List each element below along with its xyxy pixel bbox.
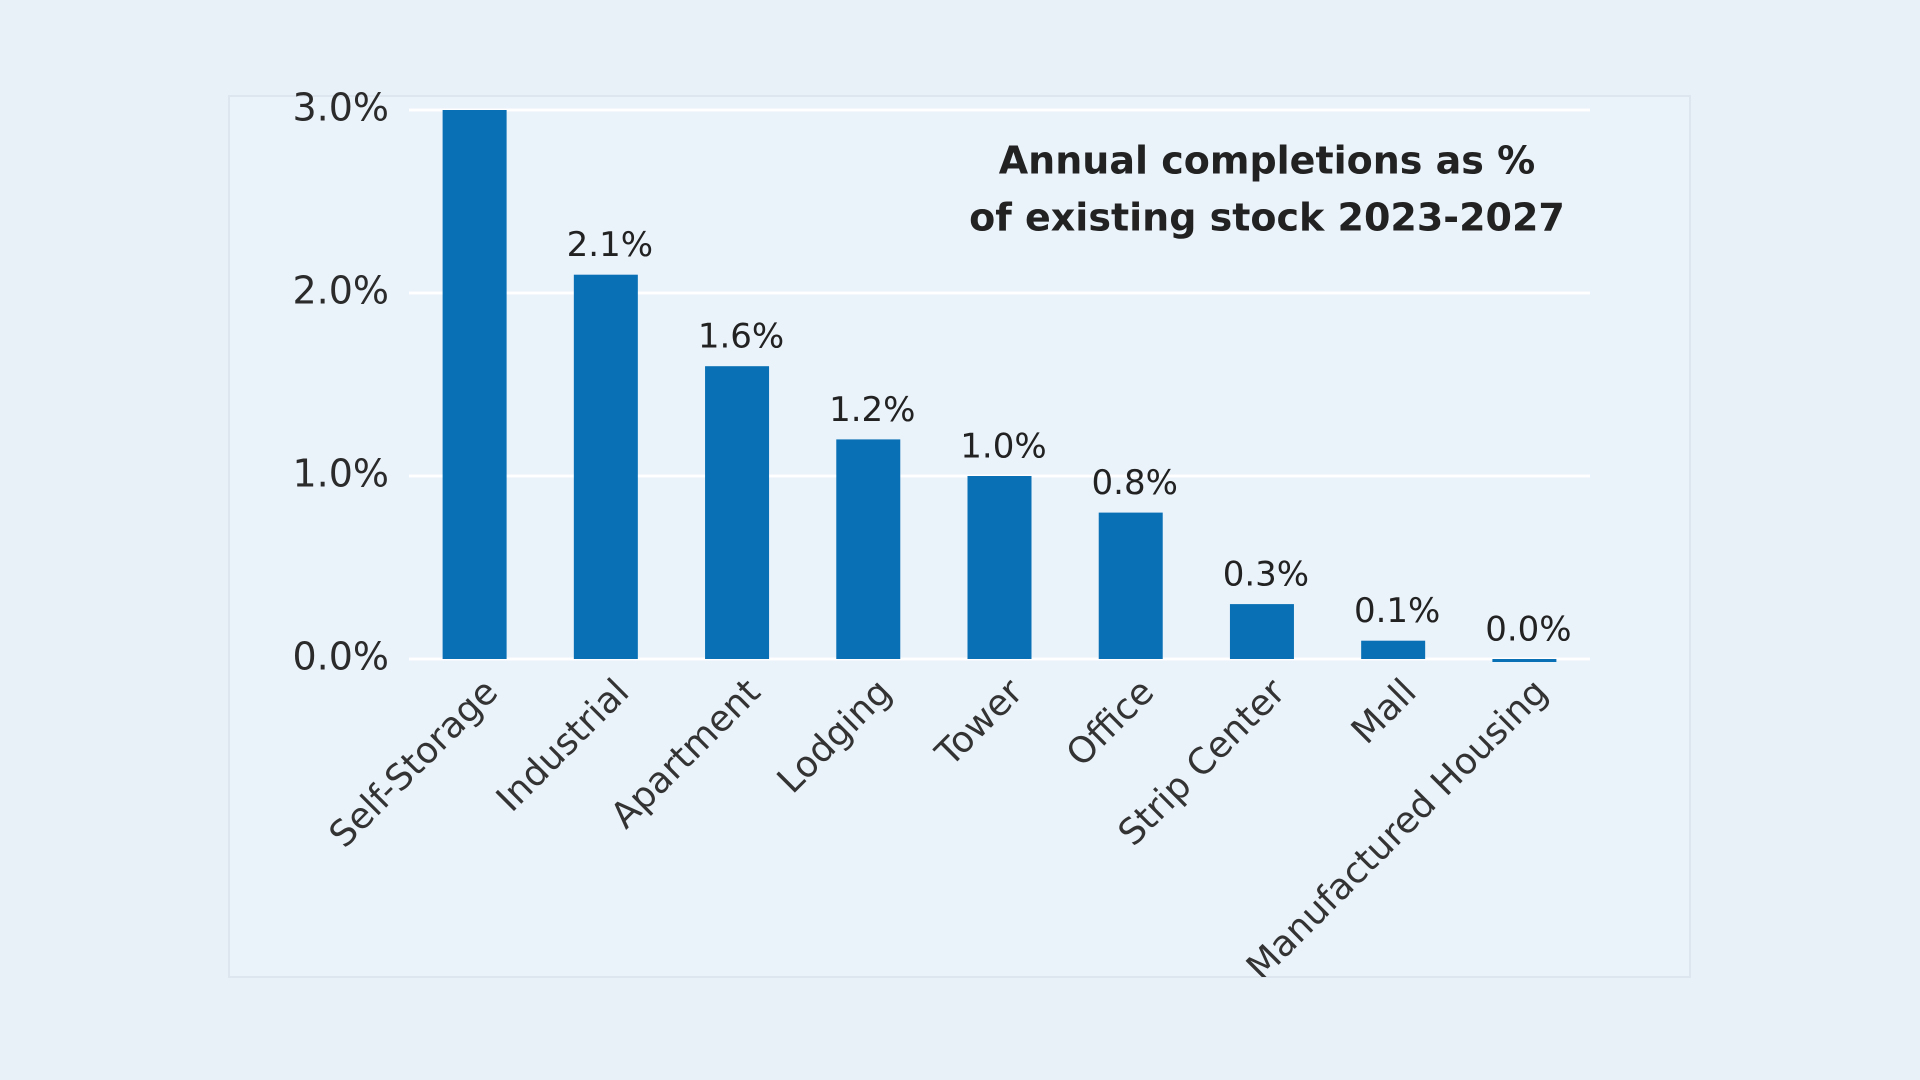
data-label: 0.0% [1485, 610, 1571, 650]
bar [1098, 512, 1163, 659]
y-tick-label: 2.0% [292, 269, 389, 313]
grid: 0.0% 1.0% 2.0% 3.0% [292, 86, 1590, 679]
bar [442, 110, 507, 659]
chart-title: Annual completions as % [999, 139, 1535, 183]
data-label: 1.6% [698, 317, 784, 357]
y-tick-label: 0.0% [292, 635, 389, 679]
y-tick-label: 3.0% [292, 86, 389, 130]
bar [573, 274, 638, 659]
data-label: 1.2% [829, 390, 915, 430]
data-label: 1.0% [960, 427, 1046, 467]
chart-title: of existing stock 2023-2027 [969, 196, 1565, 240]
bar [1492, 659, 1557, 662]
y-tick-label: 1.0% [292, 452, 389, 496]
bar [1229, 604, 1294, 659]
data-label: 0.8% [1092, 463, 1178, 503]
plot: 2.1% 1.6% 1.2% 1.0% 0.8% 0.3% 0.1% 0.0% [442, 110, 1572, 662]
bar [836, 439, 901, 659]
data-label: 0.3% [1223, 555, 1309, 595]
data-label: 0.1% [1354, 591, 1440, 631]
bar [967, 476, 1032, 659]
bar [1361, 640, 1426, 659]
data-label: 2.1% [567, 225, 653, 265]
bar [705, 366, 770, 659]
